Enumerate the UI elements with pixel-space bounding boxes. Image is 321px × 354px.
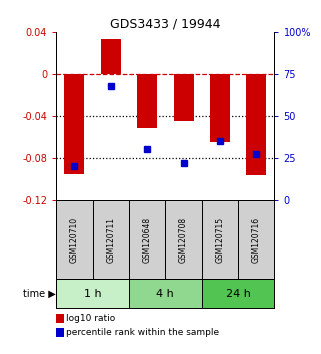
- Bar: [165, 200, 202, 279]
- Text: GSM120708: GSM120708: [179, 217, 188, 263]
- Text: GSM120715: GSM120715: [215, 217, 224, 263]
- Text: GSM120711: GSM120711: [106, 217, 115, 263]
- Bar: [92, 200, 129, 279]
- Text: GSM120648: GSM120648: [143, 217, 152, 263]
- Bar: [101, 39, 121, 74]
- Bar: [202, 279, 274, 308]
- Bar: [210, 74, 230, 142]
- Bar: [129, 200, 165, 279]
- Bar: [137, 74, 157, 129]
- Text: 1 h: 1 h: [84, 289, 101, 299]
- Text: 24 h: 24 h: [226, 289, 250, 299]
- Title: GDS3433 / 19944: GDS3433 / 19944: [110, 18, 221, 31]
- Text: 4 h: 4 h: [156, 289, 174, 299]
- Bar: [173, 74, 194, 121]
- Text: GSM120716: GSM120716: [252, 217, 261, 263]
- Text: time ▶: time ▶: [23, 289, 56, 299]
- Bar: [56, 279, 129, 308]
- Bar: [56, 200, 92, 279]
- Text: percentile rank within the sample: percentile rank within the sample: [66, 328, 220, 337]
- Text: GSM120710: GSM120710: [70, 217, 79, 263]
- Bar: [64, 74, 84, 173]
- Bar: [202, 200, 238, 279]
- Bar: [246, 74, 266, 175]
- Bar: [129, 279, 202, 308]
- Text: log10 ratio: log10 ratio: [66, 314, 116, 323]
- Bar: [238, 200, 274, 279]
